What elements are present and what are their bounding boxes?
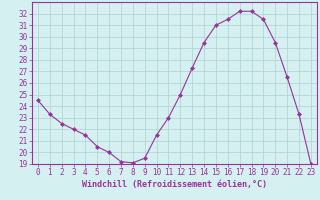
X-axis label: Windchill (Refroidissement éolien,°C): Windchill (Refroidissement éolien,°C) — [82, 180, 267, 189]
